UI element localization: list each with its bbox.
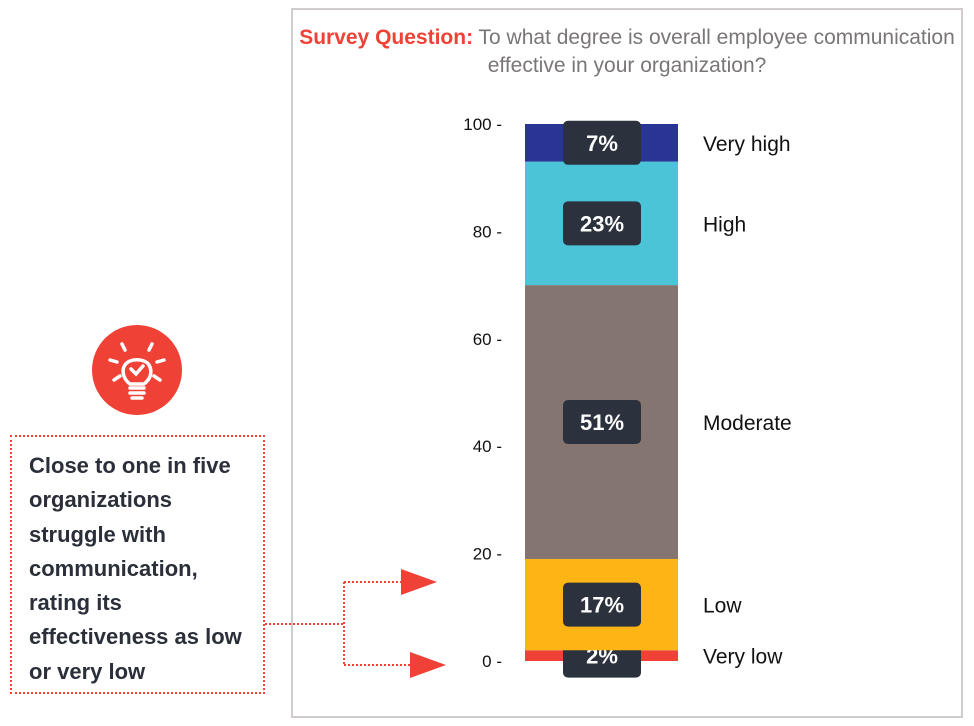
y-tick-label: 80 - [473, 222, 502, 241]
data-label-box [563, 582, 641, 627]
title-prefix: Survey Question: [299, 26, 474, 49]
legend-label: Low [703, 595, 742, 618]
y-tick-label: 20 - [473, 545, 502, 564]
lightbulb-check-icon [92, 325, 182, 415]
arrow-to-very-low [410, 652, 446, 678]
chart-frame [291, 8, 963, 718]
arrow-to-low [401, 569, 437, 595]
data-label: 7% [586, 131, 618, 156]
y-tick-label: 40 - [473, 437, 502, 456]
y-tick-label: 60 - [473, 330, 502, 349]
survey-question-title: Survey Question: To what degree is overa… [291, 24, 963, 80]
data-label-box [563, 201, 641, 246]
callout-box: Close to one in five organizations strug… [10, 435, 265, 694]
data-label-box [563, 400, 641, 445]
title-text: To what degree is overall employee commu… [478, 26, 955, 77]
y-tick-label: 0 - [482, 652, 502, 671]
legend-label: Moderate [703, 412, 792, 435]
data-label: 51% [580, 410, 624, 435]
data-label-box [563, 120, 641, 165]
legend-label: Very low [703, 646, 783, 669]
legend-label: Very high [703, 133, 791, 156]
legend-label: High [703, 213, 746, 236]
data-label: 17% [580, 593, 624, 618]
y-tick-label: 100 - [463, 115, 502, 134]
data-label: 23% [580, 211, 624, 236]
